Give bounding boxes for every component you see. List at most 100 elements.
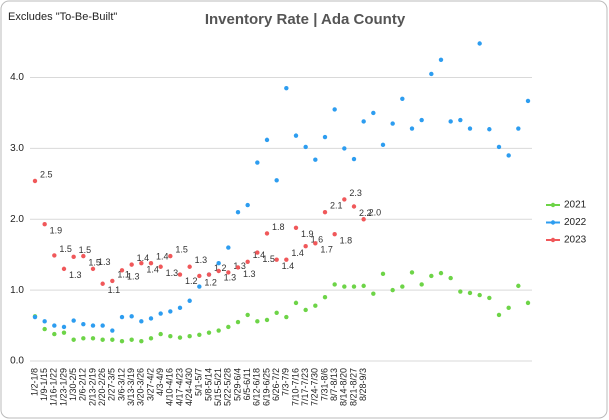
- data-label: 1.5: [79, 245, 92, 255]
- x-tick-label: 6/19-6/25: [261, 368, 271, 406]
- point: [42, 222, 47, 227]
- point: [110, 328, 115, 333]
- data-label: 1.3: [69, 270, 82, 280]
- point: [129, 314, 134, 319]
- point: [293, 133, 299, 138]
- y-tick-label: 3.0: [10, 143, 24, 154]
- point: [90, 266, 96, 272]
- point: [52, 331, 57, 337]
- point: [197, 284, 202, 289]
- point: [129, 337, 134, 342]
- point: [419, 282, 424, 287]
- point: [139, 338, 144, 344]
- point: [187, 333, 192, 339]
- data-label: 2.3: [349, 188, 362, 198]
- point: [342, 284, 347, 289]
- point: [42, 319, 47, 324]
- point: [438, 57, 444, 63]
- legend-label: 2021: [564, 200, 587, 211]
- point: [226, 324, 231, 330]
- point: [110, 337, 115, 342]
- x-tick-label: 6/12-6/18: [252, 368, 262, 406]
- point: [110, 278, 115, 284]
- point: [332, 107, 337, 112]
- point: [322, 209, 328, 215]
- point: [342, 146, 347, 151]
- point: [496, 144, 502, 150]
- data-label: 2.1: [330, 201, 343, 211]
- data-label: 1.9: [301, 229, 314, 239]
- point: [458, 289, 463, 294]
- point: [322, 134, 328, 140]
- chart-title: Inventory Rate | Ada County: [205, 11, 406, 28]
- point: [90, 323, 96, 328]
- annotation: Excludes "To-Be-Built": [8, 11, 117, 23]
- point: [255, 160, 260, 165]
- data-label: 1.3: [233, 261, 246, 271]
- point: [100, 323, 105, 328]
- point: [61, 266, 67, 272]
- x-tick-label: 3/6-3/12: [116, 368, 126, 401]
- point: [158, 331, 163, 337]
- x-tick-label: 7/31-8/6: [319, 368, 329, 401]
- point: [351, 284, 357, 289]
- point: [177, 272, 183, 277]
- data-label: 1.2: [214, 263, 227, 273]
- data-label: 1.8: [272, 222, 285, 232]
- data-label: 1.5: [59, 244, 72, 254]
- x-tick-label: 4/17-4/23: [174, 368, 184, 406]
- point: [206, 330, 212, 335]
- point: [187, 298, 192, 303]
- y-tick-label: 2.0: [10, 214, 24, 225]
- point: [303, 307, 308, 313]
- point: [148, 261, 154, 266]
- point: [42, 326, 47, 332]
- point: [52, 253, 57, 258]
- point: [235, 319, 241, 325]
- point: [361, 217, 366, 222]
- point: [284, 257, 289, 262]
- point: [61, 324, 67, 330]
- data-label: 1.5: [175, 244, 188, 254]
- point: [342, 197, 347, 202]
- point: [100, 337, 105, 342]
- point: [197, 273, 202, 279]
- point: [168, 253, 173, 259]
- point: [148, 336, 154, 341]
- point: [245, 202, 250, 208]
- data-label: 1.2: [204, 277, 217, 287]
- point: [467, 290, 473, 296]
- point: [235, 265, 241, 270]
- point: [332, 282, 337, 287]
- point: [216, 268, 221, 274]
- point: [371, 110, 376, 116]
- x-tick-label: 7/10-7/16: [290, 368, 300, 406]
- point: [274, 310, 279, 316]
- point: [313, 303, 318, 308]
- x-tick-label: 1/9-1/15: [39, 368, 49, 401]
- point: [52, 323, 57, 328]
- point: [477, 292, 482, 298]
- point: [293, 225, 299, 230]
- point: [139, 261, 144, 266]
- point: [409, 270, 415, 275]
- data-label: 1.5: [88, 257, 101, 267]
- data-label: 1.3: [243, 269, 256, 279]
- x-tick-label: 1/23-1/29: [58, 368, 68, 406]
- legend-label: 2022: [564, 217, 587, 228]
- point: [226, 245, 231, 250]
- point: [255, 250, 260, 255]
- point: [525, 300, 531, 306]
- point: [129, 262, 134, 267]
- point: [351, 156, 357, 162]
- point: [467, 126, 473, 131]
- data-label: 1.1: [117, 269, 130, 279]
- x-tick-label: 5/8-5/14: [203, 368, 213, 401]
- point: [81, 253, 86, 259]
- point: [274, 178, 279, 183]
- data-label: 1.5: [262, 254, 275, 264]
- point: [429, 71, 434, 77]
- y-tick-label: 4.0: [10, 72, 24, 83]
- data-label: 1.4: [282, 261, 295, 271]
